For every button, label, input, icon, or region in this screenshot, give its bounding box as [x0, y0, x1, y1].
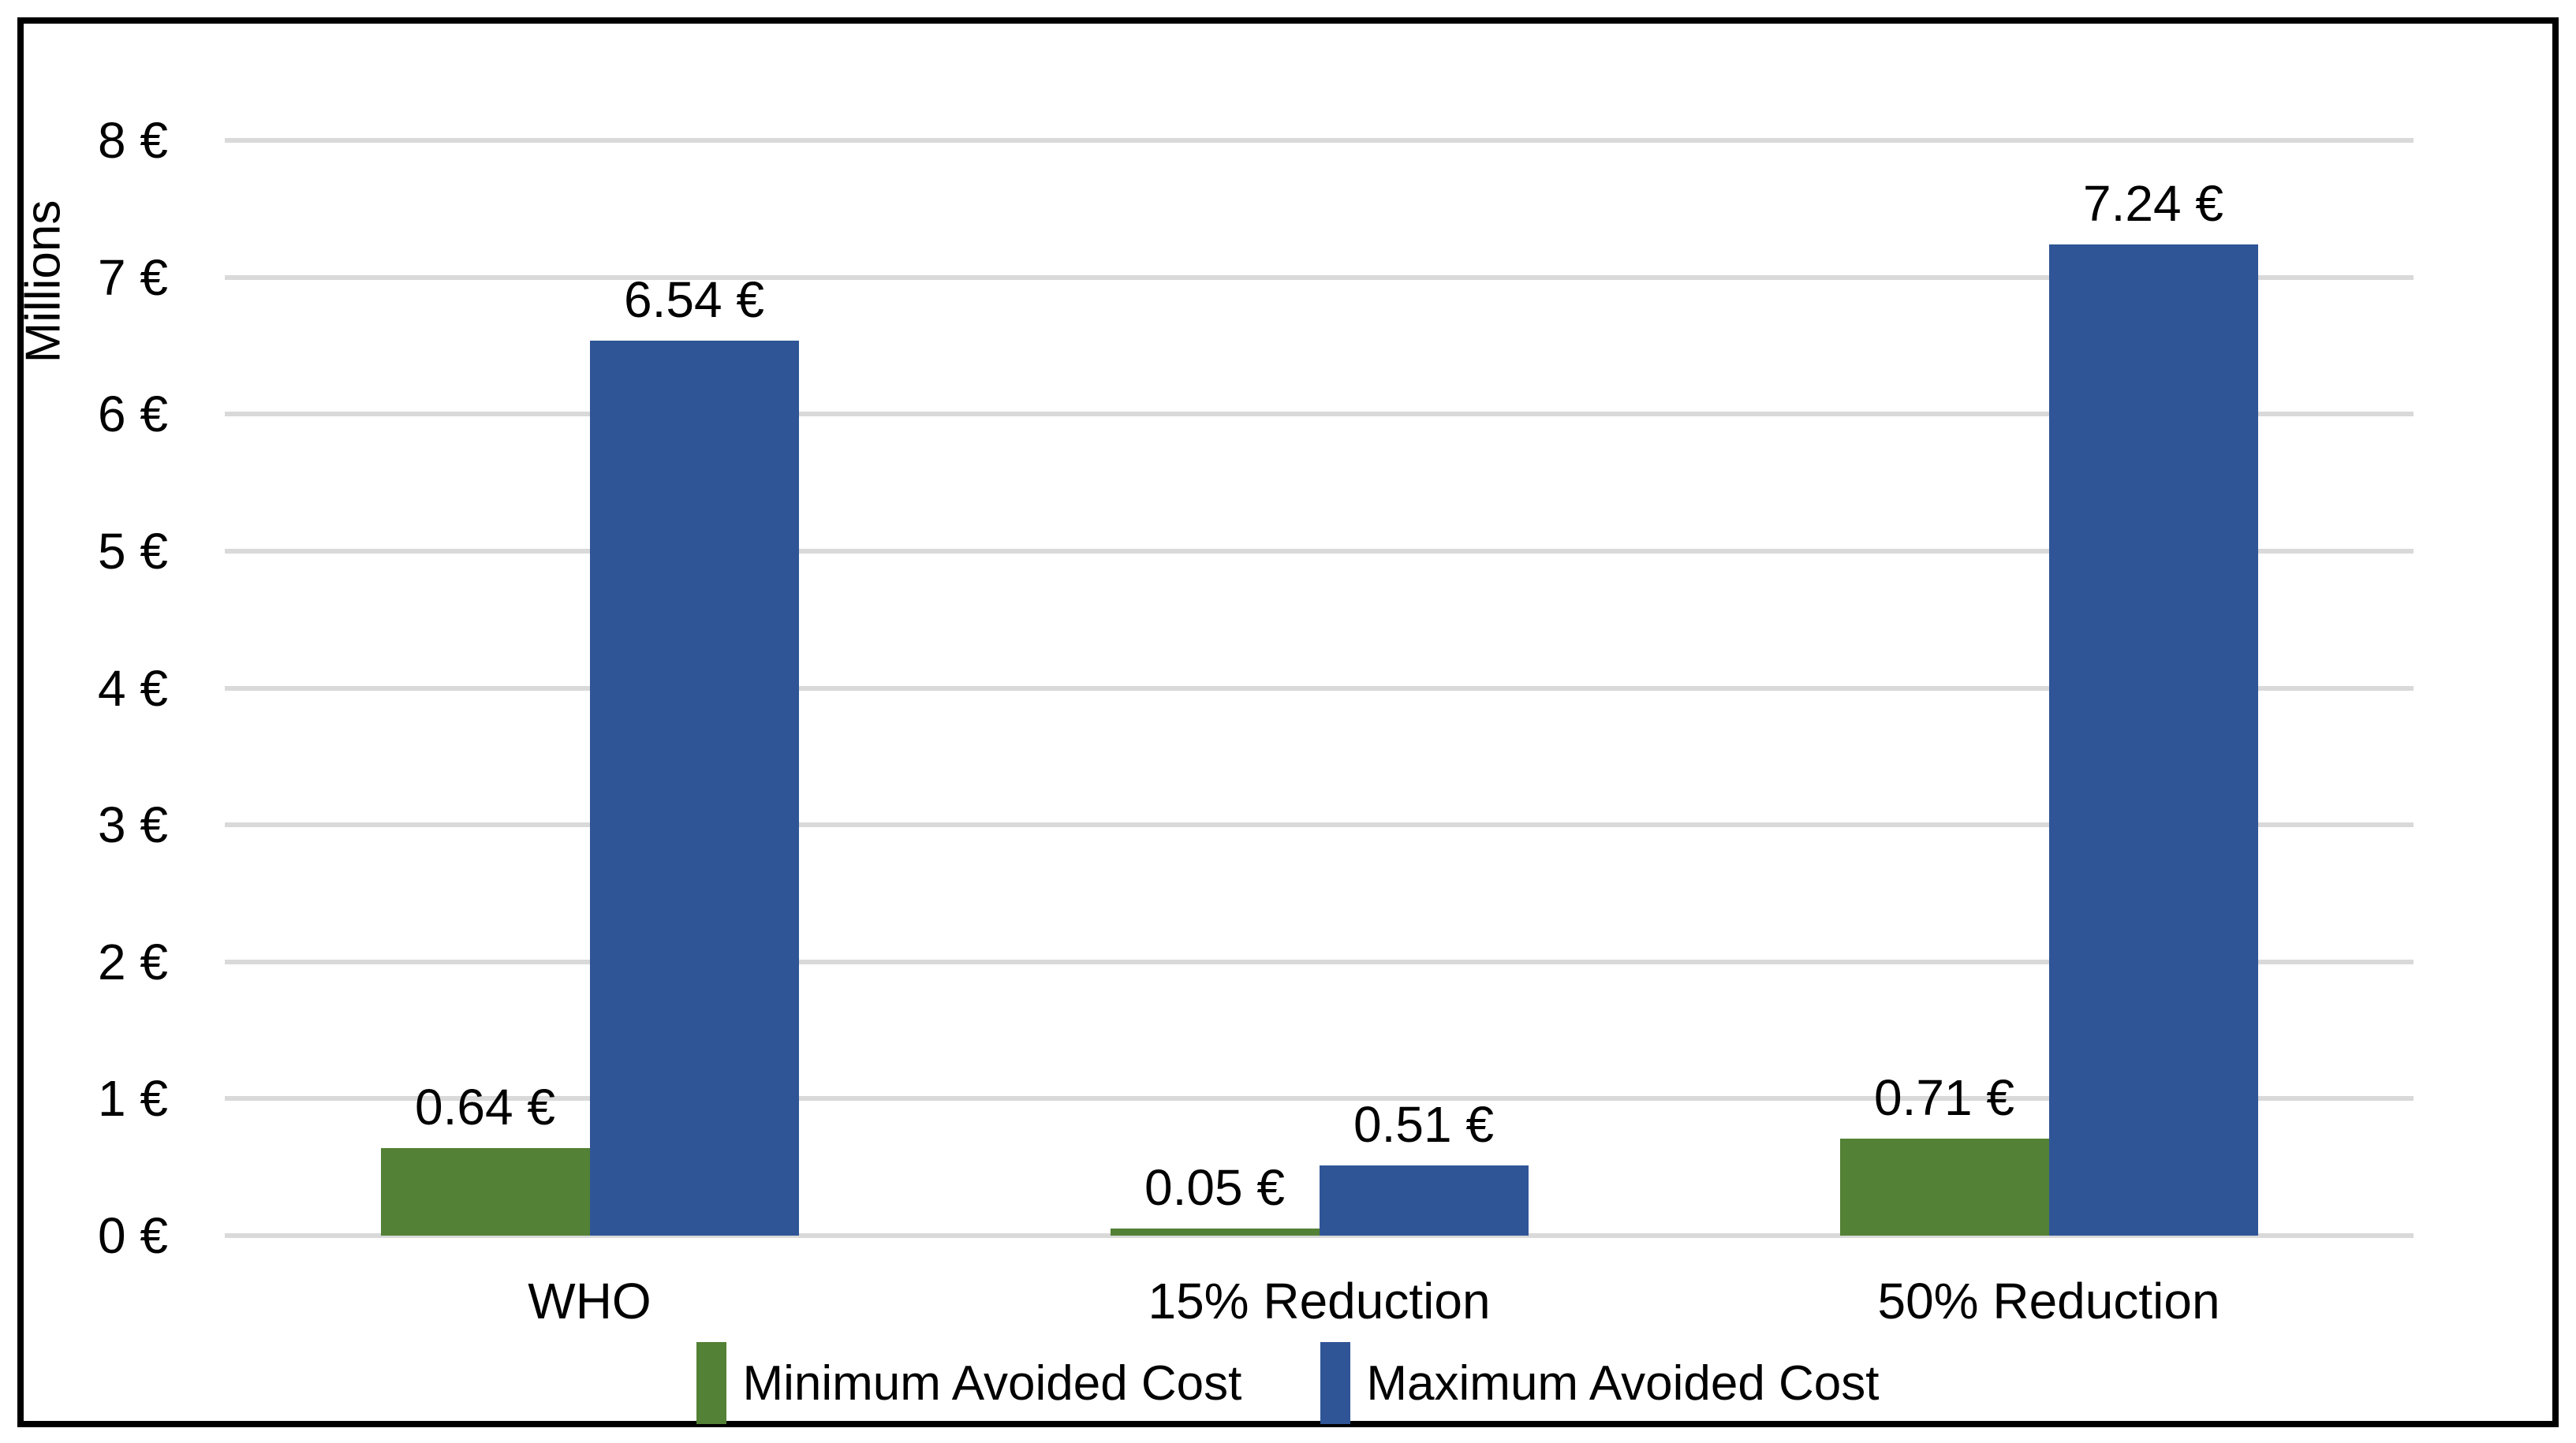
legend-marker-icon — [696, 1342, 727, 1424]
gridline-4 — [225, 685, 2414, 691]
legend-label: Minimum Avoided Cost — [742, 1355, 1242, 1411]
x-category-label-2: 15% Reduction — [1148, 1273, 1491, 1329]
chart-border — [17, 17, 2559, 1427]
bar-max-3 — [2048, 244, 2258, 1236]
bar-min-3 — [1839, 1139, 2049, 1236]
x-category-label-3: 50% Reduction — [1877, 1273, 2220, 1329]
bar-min-1 — [380, 1148, 590, 1236]
legend-label: Maximum Avoided Cost — [1366, 1355, 1880, 1411]
bar-max-2 — [1319, 1165, 1529, 1236]
gridline-6 — [225, 412, 2414, 417]
y-tick-label-7: 7 € — [98, 248, 168, 306]
gridline-8 — [225, 138, 2414, 144]
value-label-min-3: 0.71 € — [1874, 1069, 2014, 1126]
y-tick-label-3: 3 € — [98, 796, 168, 854]
value-label-min-2: 0.05 € — [1144, 1159, 1285, 1216]
legend-item-maximum: Maximum Avoided Cost — [1320, 1342, 1880, 1424]
x-category-label-1: WHO — [528, 1273, 651, 1329]
legend-item-minimum: Minimum Avoided Cost — [696, 1342, 1241, 1424]
gridline-7 — [225, 274, 2414, 280]
bar-min-2 — [1110, 1229, 1320, 1236]
y-tick-label-0: 0 € — [98, 1207, 168, 1264]
y-tick-label-5: 5 € — [98, 523, 168, 580]
bar-max-1 — [589, 341, 799, 1236]
value-label-max-2: 0.51 € — [1353, 1096, 1494, 1153]
gridline-0 — [225, 1233, 2414, 1238]
y-tick-label-6: 6 € — [98, 386, 168, 443]
y-tick-label-4: 4 € — [98, 659, 168, 717]
gridline-1 — [225, 1096, 2414, 1102]
y-tick-label-8: 8 € — [98, 112, 168, 170]
y-tick-label-2: 2 € — [98, 933, 168, 990]
gridline-3 — [225, 822, 2414, 828]
legend: Minimum Avoided Cost Maximum Avoided Cost — [0, 1342, 2576, 1424]
y-tick-label-1: 1 € — [98, 1070, 168, 1128]
gridline-2 — [225, 959, 2414, 964]
legend-marker-icon — [1320, 1342, 1351, 1424]
value-label-max-1: 6.54 € — [624, 271, 764, 328]
value-label-max-3: 7.24 € — [2083, 175, 2223, 232]
value-label-min-1: 0.64 € — [415, 1079, 555, 1135]
gridline-5 — [225, 549, 2414, 554]
